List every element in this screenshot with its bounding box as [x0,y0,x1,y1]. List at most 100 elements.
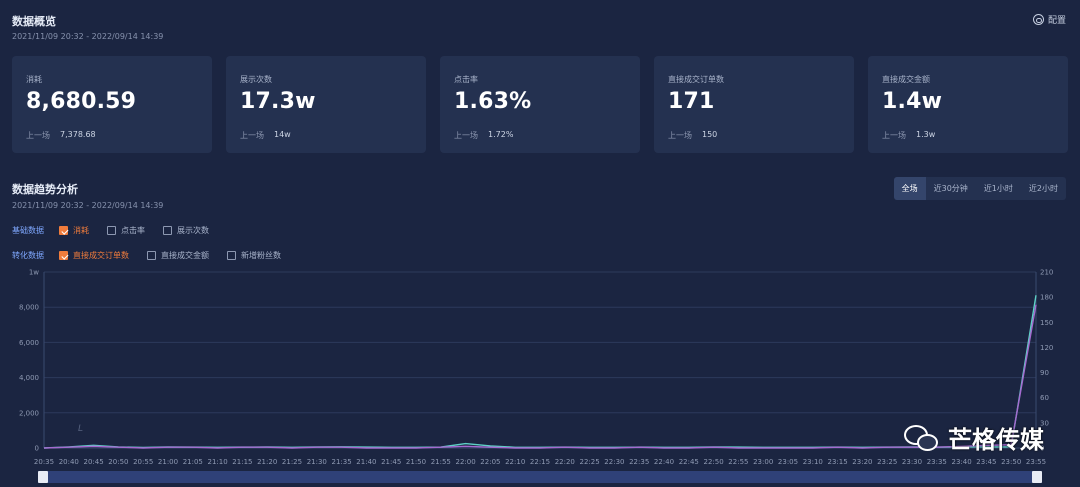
right-axis-tick-label: 0 [1040,445,1044,453]
x-axis-tick-label: 22:00 [456,458,476,466]
previous-value: 1.3w [916,130,936,139]
metric-previous: 上一场 1.3w [882,130,935,141]
x-axis-tick-label: 21:05 [183,458,203,466]
tab-last-30-min[interactable]: 近30分钟 [933,184,968,193]
metric-label: 直接成交金额 [882,75,930,84]
config-label: 配置 [1047,16,1066,26]
checkbox-direct-gmv[interactable]: 直接成交金额 [147,250,209,261]
metric-card-gmv[interactable]: 直接成交金额 1.4w 上一场 1.3w [868,56,1068,153]
x-axis-tick-label: 22:50 [704,458,724,466]
x-axis-tick-label: 21:30 [307,458,327,466]
checkbox-icon [227,251,236,260]
trend-chart: 0 2,000 4,000 6,000 8,000 1w 0 30 60 90 120 150 180 2… [0,262,1080,487]
previous-value: 7,378.68 [60,130,96,139]
metric-card-ctr[interactable]: 点击率 1.63% 上一场 1.72% [440,56,640,153]
checkbox-direct-orders[interactable]: 直接成交订单数 [59,250,129,261]
metric-card-cost[interactable]: 消耗 8,680.59 上一场 7,378.68 [12,56,212,153]
x-axis-tick-label: 23:05 [778,458,798,466]
overview-date-range: 2021/11/09 20:32 - 2022/09/14 14:39 [12,32,164,41]
zoom-slider-right-handle [1032,471,1042,483]
x-axis-tick-label: 20:45 [84,458,104,466]
tab-last-2-hours[interactable]: 近2小时 [1028,184,1058,193]
left-axis-tick-label: 2,000 [19,409,39,417]
x-axis-tick-label: 23:50 [1001,458,1021,466]
metric-previous: 上一场 150 [668,130,717,141]
x-axis-tick-label: 23:10 [803,458,823,466]
left-axis-tick-label: 4,000 [19,374,39,382]
trend-date-range: 2021/11/09 20:32 - 2022/09/14 14:39 [12,201,164,210]
x-axis-tick-label: 23:20 [852,458,872,466]
tab-last-1-hour[interactable]: 近1小时 [983,184,1013,193]
gear-icon [1032,14,1044,25]
checkbox-icon [107,226,116,235]
tab-all[interactable]: 全场 [893,177,926,200]
x-axis-tick-label: 20:40 [59,458,79,466]
metric-card-impressions[interactable]: 展示次数 17.3w 上一场 14w [226,56,426,153]
right-axis-tick-label: 60 [1040,394,1049,402]
series-line-0 [43,295,1037,449]
metric-label: 展示次数 [240,75,272,84]
checkbox-impressions[interactable]: 展示次数 [163,225,209,236]
checkbox-checked-icon [59,226,68,235]
previous-value: 150 [702,130,718,139]
x-axis-tick-label: 21:20 [257,458,277,466]
x-axis-tick-label: 22:35 [629,458,649,466]
checkbox-ctr[interactable]: 点击率 [107,225,145,236]
x-axis-tick-label: 21:45 [381,458,401,466]
right-axis-tick-label: 30 [1040,419,1049,427]
x-axis-tick-label: 22:55 [728,458,748,466]
metric-previous: 上一场 7,378.68 [26,130,96,141]
trend-chart-svg: 0 2,000 4,000 6,000 8,000 1w 0 30 60 90 120 150 180 2… [19,269,1053,483]
x-axis-tick-label: 22:05 [480,458,500,466]
x-axis-tick-label: 21:50 [406,458,426,466]
x-axis-tick-label: 22:20 [555,458,575,466]
trend-title: 数据趋势分析 [12,183,78,196]
basic-data-filters: 基础数据 消耗 点击率 展示次数 [12,225,227,236]
previous-label: 上一场 [454,131,478,140]
previous-label: 上一场 [882,131,906,140]
right-axis-tick-label: 90 [1040,369,1049,377]
checkbox-new-fans[interactable]: 新增粉丝数 [227,250,281,261]
metric-label: 直接成交订单数 [668,75,724,84]
right-axis-tick-label: 180 [1040,294,1053,302]
x-axis-tick-label: 23:15 [828,458,848,466]
x-axis-tick-label: 20:55 [133,458,153,466]
checkbox-icon [147,251,156,260]
x-axis-tick-label: 21:15 [232,458,252,466]
x-axis-tick-label: 23:55 [1026,458,1046,466]
left-axis-tick-label: 0 [35,445,39,453]
overview-title: 数据概览 [12,15,56,28]
right-axis-tick-label: 120 [1040,344,1053,352]
x-axis-tick-label: 21:40 [356,458,376,466]
left-axis-tick-label: 8,000 [19,304,39,312]
metric-label: 消耗 [26,75,42,84]
conversion-data-filters: 转化数据 直接成交订单数 直接成交金额 新增粉丝数 [12,250,299,261]
metric-previous: 上一场 1.72% [454,130,513,141]
previous-value: 14w [274,130,291,139]
series-line-1 [43,304,1037,449]
checkbox-cost[interactable]: 消耗 [59,225,89,236]
watermark-text: 芒格传媒 [948,426,1044,454]
zoom-slider-left-handle [38,471,48,483]
x-axis-tick-label: 23:40 [952,458,972,466]
metric-value: 1.63% [454,89,532,114]
x-axis-tick-label: 22:15 [530,458,550,466]
x-axis-tick-label: 23:35 [927,458,947,466]
right-axis-tick-label: 210 [1040,269,1053,277]
time-range-tabs: 全场 近30分钟 近1小时 近2小时 [893,177,1066,200]
metric-value: 8,680.59 [26,89,137,114]
wechat-icon [904,423,940,453]
left-axis-tick-label: 1w [29,269,39,277]
x-axis-tick-label: 20:50 [108,458,128,466]
left-axis-tick-label: 6,000 [19,339,39,347]
config-button[interactable]: 配置 [1032,13,1066,26]
metric-cards: 消耗 8,680.59 上一场 7,378.68 展示次数 17.3w 上一场 … [12,56,1068,153]
previous-label: 上一场 [668,131,692,140]
previous-label: 上一场 [240,131,264,140]
metric-card-orders[interactable]: 直接成交订单数 171 上一场 150 [654,56,854,153]
zoom-slider-track [38,471,1042,483]
x-axis-tick-label: 21:25 [282,458,302,466]
metric-value: 17.3w [240,89,316,114]
x-axis-tick-label: 23:45 [976,458,996,466]
x-axis-tick-label: 22:25 [580,458,600,466]
